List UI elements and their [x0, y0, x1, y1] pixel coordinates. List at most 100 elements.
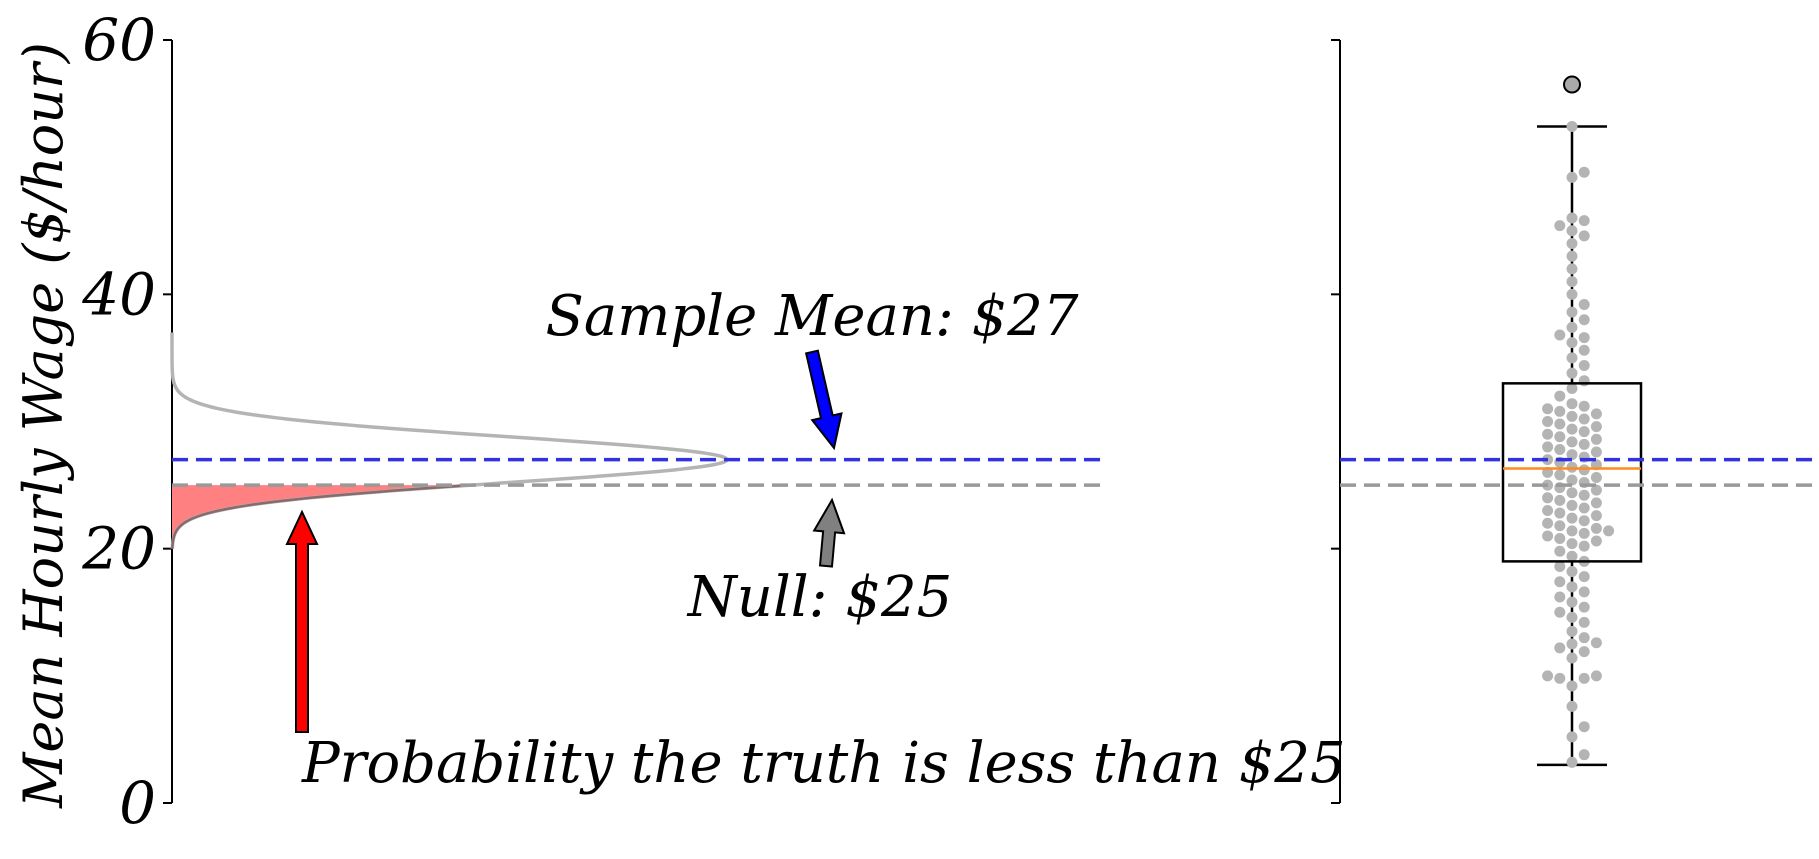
- swarm-point: [1590, 471, 1602, 483]
- swarm-point: [1578, 489, 1590, 501]
- swarm-point: [1566, 288, 1578, 300]
- swarm-point: [1578, 438, 1590, 450]
- swarm-point: [1566, 321, 1578, 333]
- swarm-point: [1578, 426, 1590, 438]
- swarm-point: [1566, 449, 1578, 461]
- swarm-point: [1542, 517, 1554, 529]
- swarm-point: [1566, 731, 1578, 743]
- swarm-point: [1578, 672, 1590, 684]
- swarm-point: [1603, 525, 1615, 537]
- swarm-point: [1590, 510, 1602, 522]
- y-tick-label: 40: [81, 260, 156, 328]
- swarm-point: [1566, 487, 1578, 499]
- swarm-point: [1542, 670, 1554, 682]
- swarm-point: [1566, 596, 1578, 608]
- swarm-point: [1542, 441, 1554, 453]
- probability-arrow: [285, 509, 319, 733]
- swarm-point: [1566, 512, 1578, 524]
- swarm-point: [1554, 443, 1566, 455]
- swarm-point: [1590, 484, 1602, 496]
- swarm-point: [1590, 535, 1602, 547]
- swarm-point: [1566, 352, 1578, 364]
- swarm-point: [1566, 276, 1578, 288]
- swarm-point: [1578, 540, 1590, 552]
- swarm-point: [1554, 418, 1566, 430]
- swarm-point: [1566, 474, 1578, 486]
- sample-mean-annotation: Sample Mean: $27: [545, 284, 1078, 349]
- swarm-point: [1554, 329, 1566, 341]
- swarm-point: [1578, 749, 1590, 761]
- swarm-point: [1578, 515, 1590, 527]
- swarm-point: [1542, 403, 1554, 415]
- swarm-point: [1566, 566, 1578, 578]
- swarm-point: [1566, 410, 1578, 422]
- swarm-point: [1566, 461, 1578, 473]
- swarm-point: [1578, 721, 1590, 733]
- tail-probability-area: [172, 485, 472, 549]
- y-axis-label: Mean Hourly Wage ($/hour): [12, 42, 75, 809]
- swarm-point: [1566, 120, 1578, 132]
- swarm-point: [1566, 306, 1578, 318]
- swarm-point: [1566, 538, 1578, 550]
- swarm-point: [1578, 632, 1590, 644]
- swarm-point: [1542, 530, 1554, 542]
- swarm-point: [1566, 625, 1578, 637]
- swarm-point: [1554, 390, 1566, 402]
- swarm-point: [1578, 646, 1590, 658]
- swarm-point: [1578, 601, 1590, 613]
- swarm-point: [1554, 494, 1566, 506]
- swarm-point: [1578, 344, 1590, 356]
- density-curve: [170, 332, 729, 549]
- swarm-point: [1578, 314, 1590, 326]
- y-tick-label: 60: [82, 6, 156, 74]
- swarm-point: [1554, 405, 1566, 417]
- null-annotation: Null: $25: [686, 565, 952, 630]
- swarm-point: [1554, 642, 1566, 654]
- swarm-point: [1566, 680, 1578, 692]
- swarm-point: [1566, 499, 1578, 511]
- swarm-point: [1578, 166, 1590, 178]
- swarm-point: [1566, 652, 1578, 664]
- swarm-point: [1590, 497, 1602, 509]
- swarm-point: [1566, 638, 1578, 650]
- swarm-point: [1578, 464, 1590, 476]
- swarm-point: [1566, 367, 1578, 379]
- swarm-point: [1566, 171, 1578, 183]
- swarm-point: [1554, 469, 1566, 481]
- swarm-point: [1554, 431, 1566, 443]
- swarm-point: [1578, 230, 1590, 242]
- swarm-point: [1578, 616, 1590, 628]
- box-iqr: [1501, 382, 1643, 563]
- sample-mean-arrow: [804, 349, 843, 451]
- swarm-point: [1566, 700, 1578, 712]
- swarm-point: [1578, 215, 1590, 227]
- swarm-point: [1578, 375, 1590, 387]
- swarm-point: [1590, 433, 1602, 445]
- swarm-point: [1578, 502, 1590, 514]
- swarm-point: [1554, 532, 1566, 544]
- right-panel: [1331, 39, 1819, 804]
- swarm-point: [1590, 446, 1602, 458]
- swarm-point: [1542, 492, 1554, 504]
- swarm-point: [1566, 225, 1578, 237]
- swarm-point: [1542, 428, 1554, 440]
- swarm-point: [1554, 520, 1566, 532]
- swarm-point: [1542, 416, 1554, 427]
- outlier-point: [1563, 75, 1581, 94]
- swarm-point: [1578, 299, 1590, 311]
- swarm-point: [1566, 237, 1578, 249]
- swarm-point: [1554, 672, 1566, 684]
- swarm-point: [1578, 527, 1590, 539]
- swarm-point: [1578, 413, 1590, 425]
- swarm-point: [1542, 505, 1554, 517]
- swarm-point: [1566, 250, 1578, 262]
- null-arrow: [812, 497, 846, 568]
- y-tick-label: 0: [119, 769, 156, 837]
- swarm-point: [1554, 606, 1566, 618]
- swarm-point: [1554, 560, 1566, 572]
- tail-edge: [171, 484, 463, 549]
- swarm-point: [1590, 637, 1602, 649]
